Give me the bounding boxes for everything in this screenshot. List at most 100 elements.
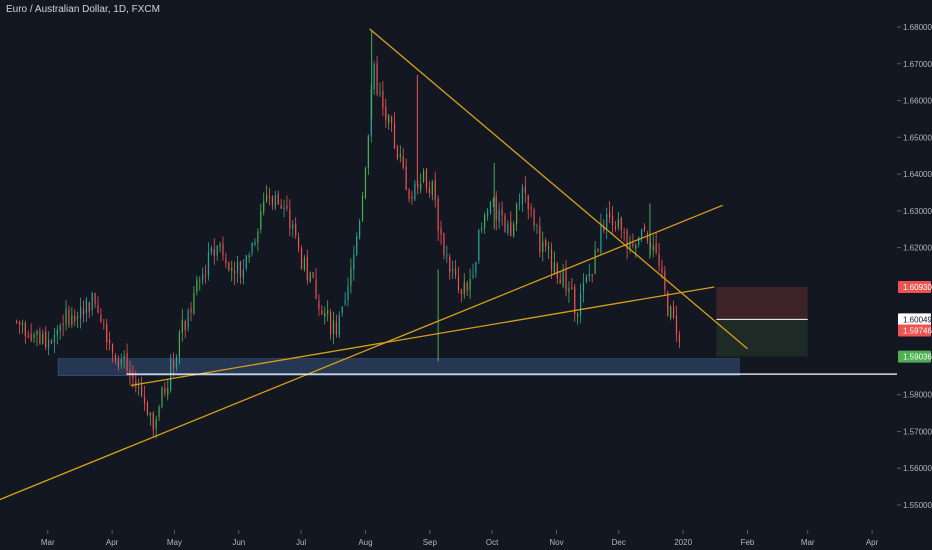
- candle-body: [638, 237, 640, 245]
- candle-body: [452, 268, 454, 272]
- candle-body: [667, 292, 669, 317]
- candle-body: [359, 220, 361, 238]
- candle-body: [443, 232, 445, 256]
- price-tag: [898, 313, 931, 326]
- x-tick-label: 2020: [674, 538, 692, 547]
- candle-body: [335, 322, 337, 335]
- x-tick-label: Feb: [741, 538, 755, 547]
- candle-body: [655, 243, 657, 253]
- candle-body: [449, 257, 451, 273]
- candle-body: [678, 334, 680, 342]
- candle-body: [632, 243, 634, 246]
- candle-body: [231, 267, 233, 271]
- candle-body: [297, 237, 300, 249]
- candle-body: [533, 210, 535, 227]
- candle-body: [152, 413, 154, 430]
- x-tick-label: Sep: [423, 538, 438, 547]
- candle-body: [545, 240, 547, 247]
- price-tags-layer: 1.60930 1.60049 1.59746 1.59036: [898, 280, 932, 363]
- candle-body: [303, 257, 305, 269]
- candle-body: [347, 286, 349, 301]
- candle-body: [478, 229, 480, 261]
- candle-body: [242, 269, 244, 279]
- candle-body: [77, 316, 79, 319]
- x-tick-label: Apr: [866, 538, 879, 547]
- candle-body: [207, 251, 210, 276]
- candle-body: [65, 308, 67, 324]
- candle-body: [175, 357, 178, 368]
- candle-body: [79, 306, 82, 319]
- y-tick-label: 1.64000: [903, 170, 932, 179]
- price-axis[interactable]: 1.68000 1.67000 1.66000 1.65000 1.64000 1.630…: [897, 23, 932, 510]
- candle-body: [597, 249, 599, 252]
- candle-body: [353, 254, 355, 270]
- candle-body: [135, 381, 137, 387]
- candle-body: [143, 396, 146, 404]
- candle-body: [361, 195, 364, 221]
- price-tag-label: 1.60049: [903, 315, 932, 324]
- candle-body: [82, 308, 85, 315]
- x-tick-label: Apr: [106, 538, 119, 547]
- candles-layer: [16, 30, 680, 439]
- x-tick-label: Jun: [232, 538, 245, 547]
- candle-body: [109, 339, 111, 344]
- candle-body: [434, 180, 436, 200]
- candle-body: [670, 306, 672, 319]
- y-tick-label: 1.62000: [903, 244, 932, 253]
- candle-body: [513, 224, 515, 237]
- candle-body: [167, 388, 169, 396]
- candle-body: [379, 92, 381, 94]
- candle-body: [428, 187, 430, 193]
- support-zone: [57, 358, 740, 376]
- candle-body: [641, 228, 643, 239]
- candle-body: [524, 186, 526, 194]
- candle-body: [350, 267, 352, 286]
- candle-body: [132, 372, 134, 379]
- candle-body: [263, 201, 265, 213]
- candle-body: [283, 207, 285, 210]
- candle-body: [33, 334, 35, 339]
- candle-body: [329, 312, 332, 335]
- x-tick-label: Jul: [296, 538, 306, 547]
- x-tick-label: May: [167, 538, 182, 547]
- price-tag: [898, 324, 931, 337]
- candle-body: [245, 255, 247, 269]
- candle-body: [24, 323, 26, 337]
- candle-body: [588, 273, 590, 277]
- candle-body: [481, 227, 483, 230]
- candle-body: [300, 248, 303, 270]
- candle-body: [626, 230, 628, 249]
- x-tick-label: Aug: [358, 538, 372, 547]
- candle-body: [260, 211, 262, 230]
- candle-body: [507, 224, 509, 234]
- candle-body: [53, 335, 56, 343]
- chart-title: Euro / Australian Dollar, 1D, FXCM: [6, 4, 160, 15]
- candle-body: [138, 386, 140, 388]
- candle-body: [228, 262, 230, 271]
- candle-body: [600, 224, 602, 253]
- time-axis[interactable]: Mar Apr May Jun Jul Aug Sep Oct Nov Dec 2020 Feb Mar…: [41, 530, 879, 547]
- candle-body: [196, 279, 198, 292]
- candle-body: [47, 339, 50, 348]
- candle-body: [408, 189, 410, 199]
- candle-body: [582, 283, 585, 292]
- price-tag-label: 1.59746: [903, 326, 932, 335]
- candle-body: [324, 313, 326, 317]
- candle-body: [495, 196, 497, 220]
- candle-body: [489, 201, 492, 213]
- candle-body: [50, 339, 53, 344]
- candle-body: [486, 210, 489, 217]
- candle-body: [652, 245, 654, 251]
- candle-body: [521, 186, 524, 205]
- candle-body: [184, 320, 186, 331]
- candle-body: [484, 215, 486, 228]
- price-tag-label: 1.59036: [903, 353, 932, 362]
- candle-body: [472, 274, 474, 278]
- candle-body: [36, 331, 38, 336]
- candle-body: [373, 63, 375, 90]
- candle-body: [312, 271, 314, 279]
- candle-body: [536, 225, 538, 226]
- y-tick-label: 1.65000: [903, 133, 932, 142]
